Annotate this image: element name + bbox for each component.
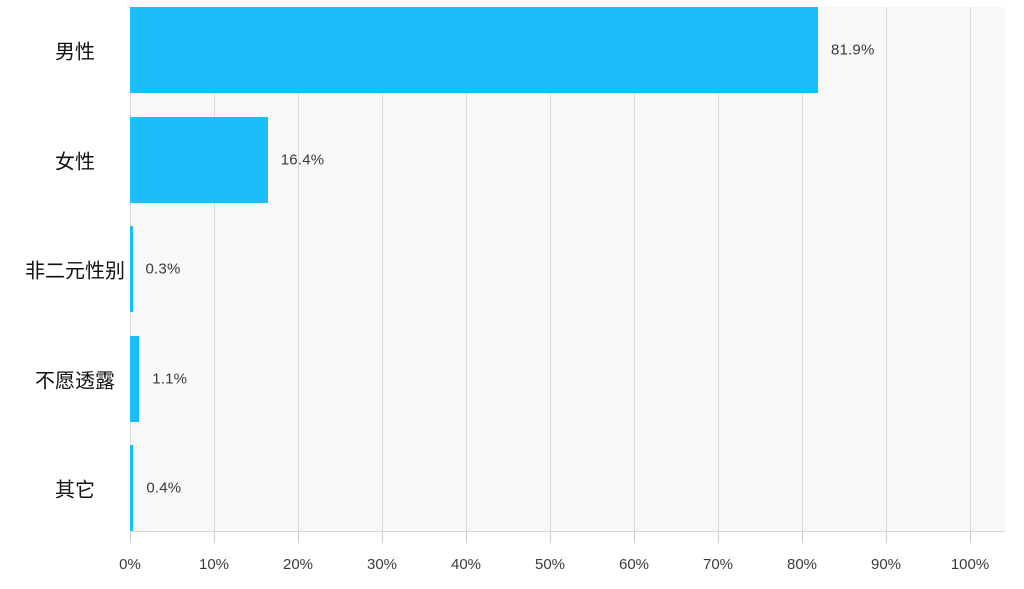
category-label: 男性 [55,41,95,64]
gridline [970,7,971,531]
gridline [802,7,803,531]
axis-tick [802,531,803,543]
axis-tick [634,531,635,543]
bar [130,116,268,203]
bar [130,226,133,312]
x-tick-label: 0% [119,556,141,573]
x-tick-label: 20% [282,556,314,573]
gridline [718,7,719,531]
gridline [466,7,467,531]
bar [130,445,134,531]
plot-area [130,7,1005,531]
axis-tick [130,531,131,543]
value-label: 0.3% [145,260,181,278]
gridline [298,7,299,531]
category-label: 女性 [55,151,95,173]
x-tick-label: 100% [950,556,990,573]
x-tick-label: 50% [534,556,566,573]
gridline [550,7,551,531]
x-tick-label: 10% [198,556,230,573]
value-label: 16.4% [280,151,325,168]
category-label: 不愿透露 [35,370,115,392]
x-tick-label: 40% [450,556,482,573]
axis-tick [382,531,383,543]
axis-tick [550,531,551,543]
axis-tick [466,531,467,543]
value-label: 81.9% [830,41,875,59]
x-tick-label: 80% [786,556,818,573]
axis-tick [886,531,887,543]
category-label: 非二元性别 [25,260,125,283]
axis-tick [970,531,971,543]
axis-tick [298,531,299,543]
gridline [382,7,383,531]
gridline [886,7,887,531]
axis-tick [214,531,215,543]
axis-tick [718,531,719,543]
category-label: 其它 [55,479,95,502]
x-tick-label: 60% [618,556,650,573]
bar [130,7,818,93]
gridline [634,7,635,531]
gridline [214,7,215,531]
bar [130,335,140,422]
x-tick-label: 70% [702,556,734,573]
axis-baseline [130,531,1005,532]
x-tick-label: 30% [366,556,398,573]
value-label: 0.4% [146,479,182,497]
value-label: 1.1% [152,370,188,387]
x-tick-label: 90% [870,556,902,573]
